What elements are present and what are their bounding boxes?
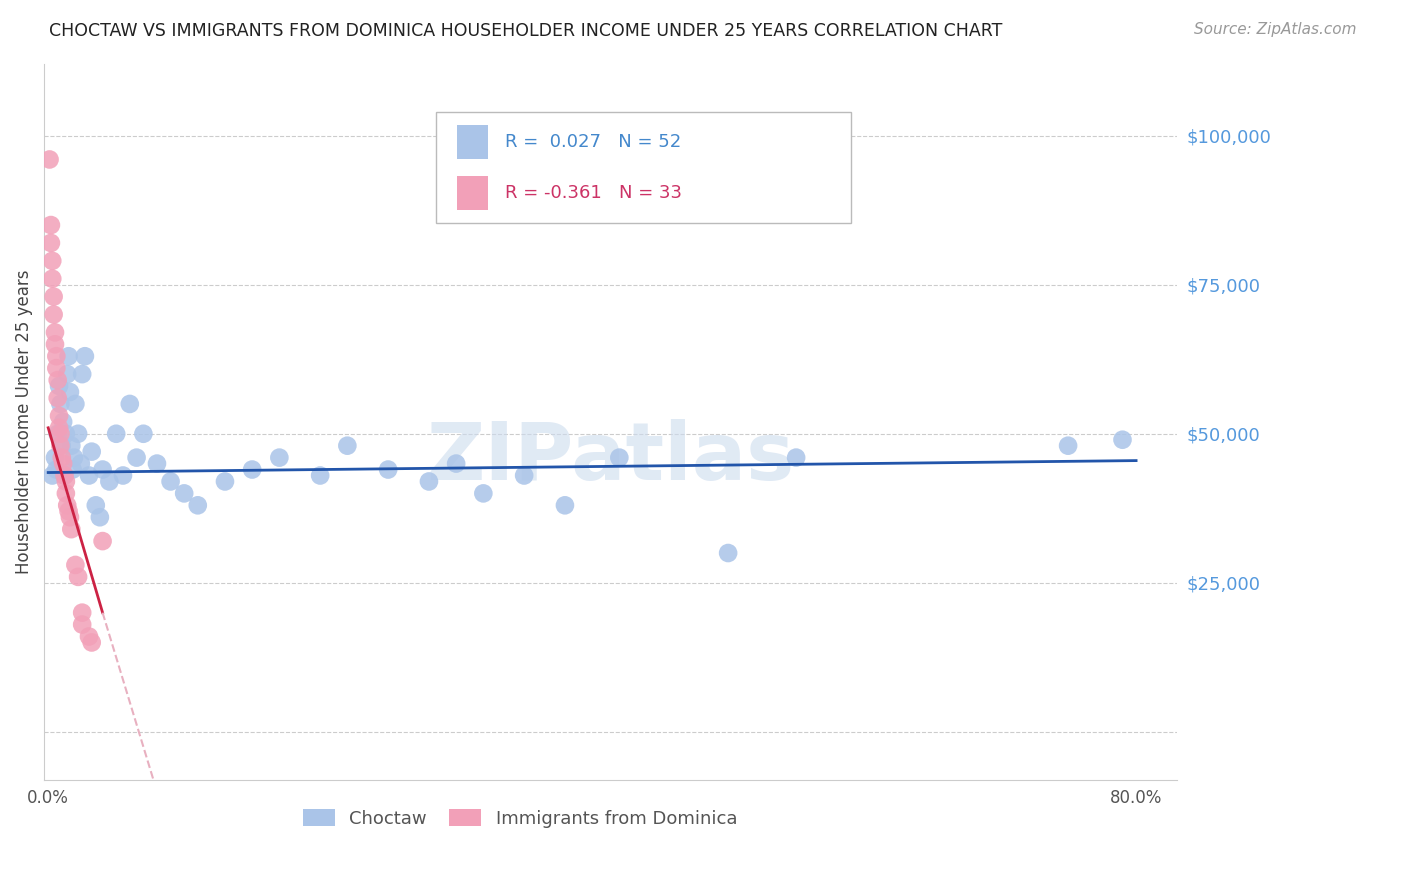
Point (240, 462, 263, 476)
Text: CHOCTAW VS IMMIGRANTS FROM DOMINICA HOUSEHOLDER INCOME UNDER 25 YEARS CORRELATIO: CHOCTAW VS IMMIGRANTS FROM DOMINICA HOUS… (49, 22, 1002, 40)
Point (77, 468, 100, 483)
Point (472, 486, 495, 500)
Text: R =  0.027   N = 52: R = 0.027 N = 52 (505, 133, 681, 151)
Point (377, 462, 399, 476)
Point (44, 326, 66, 340)
Point (146, 457, 169, 471)
Point (55, 426, 77, 441)
Point (554, 498, 576, 512)
Point (44, 337, 66, 351)
Point (607, 450, 630, 465)
Point (59, 384, 82, 399)
Point (159, 475, 181, 489)
Text: Source: ZipAtlas.com: Source: ZipAtlas.com (1194, 22, 1357, 37)
Point (111, 468, 134, 483)
Point (65, 397, 87, 411)
Point (269, 450, 291, 465)
Point (89, 510, 111, 524)
Legend: Choctaw, Immigrants from Dominica: Choctaw, Immigrants from Dominica (295, 802, 744, 835)
Point (46, 373, 69, 387)
Point (214, 475, 236, 489)
Point (118, 397, 141, 411)
Point (70, 367, 93, 381)
Point (52, 415, 75, 429)
Point (132, 426, 155, 441)
Point (77, 630, 100, 644)
Point (65, 558, 87, 572)
Point (187, 498, 209, 512)
Point (38, 153, 60, 167)
Point (49, 426, 72, 441)
Point (67, 426, 90, 441)
Point (52, 457, 75, 471)
Point (70, 617, 93, 632)
Point (309, 468, 332, 483)
Point (41, 253, 63, 268)
Point (41, 271, 63, 285)
Point (49, 439, 72, 453)
Point (58, 504, 80, 518)
Point (48, 409, 70, 423)
Point (513, 468, 536, 483)
Point (58, 349, 80, 363)
Point (53, 468, 76, 483)
Point (67, 570, 90, 584)
Point (48, 421, 70, 435)
Point (62, 462, 84, 476)
Point (44, 450, 66, 465)
Point (45, 462, 67, 476)
Text: ZIPatlas: ZIPatlas (426, 418, 794, 497)
Point (84, 498, 107, 512)
Point (63, 450, 86, 465)
Point (125, 450, 148, 465)
Point (105, 426, 128, 441)
Point (45, 349, 67, 363)
Point (98, 475, 121, 489)
Point (39, 235, 62, 250)
Point (48, 379, 70, 393)
Point (42, 308, 65, 322)
Point (1057, 439, 1080, 453)
Point (55, 486, 77, 500)
Point (39, 218, 62, 232)
Point (60, 439, 83, 453)
Point (49, 397, 72, 411)
Point (53, 468, 76, 483)
Point (56, 367, 79, 381)
Text: R = -0.361   N = 33: R = -0.361 N = 33 (505, 184, 682, 202)
Point (56, 498, 79, 512)
Point (418, 475, 440, 489)
Point (1111, 433, 1133, 447)
Point (60, 522, 83, 536)
Point (45, 361, 67, 376)
Point (51, 439, 73, 453)
Point (55, 475, 77, 489)
Point (46, 426, 69, 441)
Point (46, 391, 69, 405)
Point (717, 546, 740, 560)
Point (41, 468, 63, 483)
Point (59, 510, 82, 524)
Point (51, 450, 73, 465)
Point (69, 457, 91, 471)
Point (336, 439, 359, 453)
Point (42, 290, 65, 304)
Point (444, 457, 467, 471)
Point (173, 486, 195, 500)
Point (70, 606, 93, 620)
Point (80, 635, 103, 649)
Point (91, 462, 114, 476)
Point (91, 534, 114, 549)
Point (73, 349, 96, 363)
Point (785, 450, 807, 465)
Y-axis label: Householder Income Under 25 years: Householder Income Under 25 years (15, 269, 32, 574)
Point (80, 444, 103, 458)
